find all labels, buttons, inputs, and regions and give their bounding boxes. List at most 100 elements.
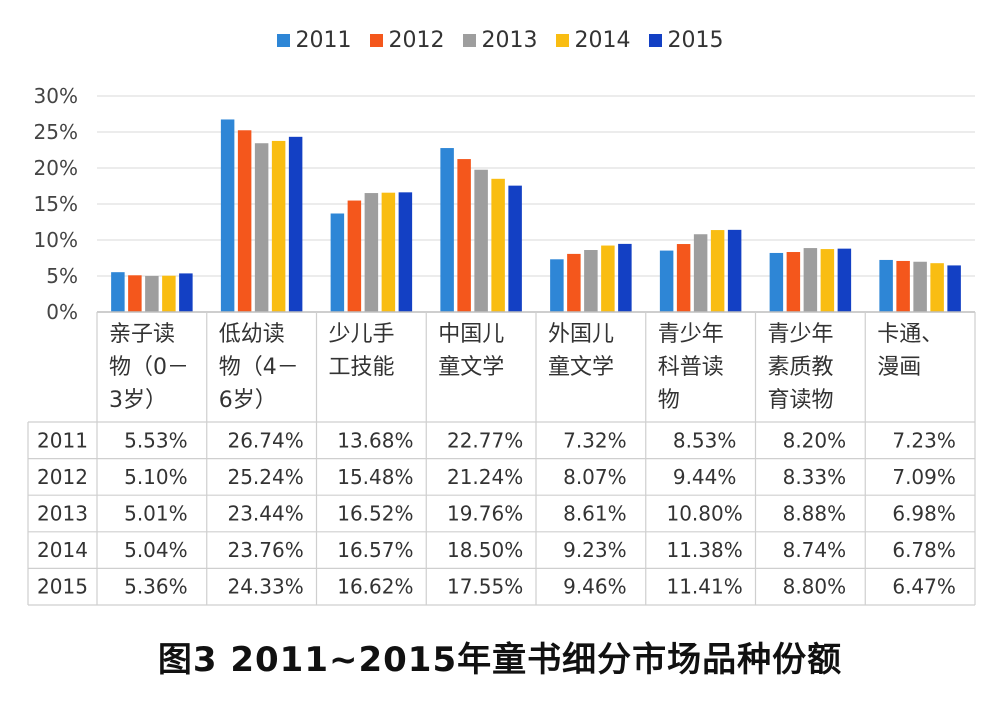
bar-2011-0 — [111, 272, 125, 312]
category-label: 童文学 — [438, 355, 504, 380]
bar-2012-3 — [457, 159, 471, 312]
table-cell: 13.68% — [337, 428, 413, 452]
table-cell: 21.24% — [447, 465, 523, 489]
category-label: 童文学 — [548, 355, 614, 380]
bar-2014-5 — [710, 230, 725, 312]
table-cell: 5.04% — [124, 538, 188, 562]
category-label: 物（0－ — [109, 355, 189, 380]
table-row-label: 2014 — [37, 538, 88, 562]
legend: 2011 2012 2013 2014 2015 — [0, 28, 1000, 53]
bar-2013-5 — [693, 234, 708, 312]
y-tick-label: 25% — [34, 120, 78, 144]
bar-2012-2 — [347, 200, 362, 312]
y-tick-label: 15% — [34, 192, 78, 216]
bar-2011-2 — [330, 213, 345, 312]
table-cell: 8.80% — [783, 575, 847, 599]
legend-item-2015: 2015 — [648, 28, 724, 53]
category-label: 低幼读 — [219, 322, 285, 347]
bar-2013-6 — [803, 248, 818, 312]
table-cell: 8.61% — [563, 502, 627, 526]
bar-2012-6 — [786, 252, 801, 312]
category-label: 外国儿 — [548, 322, 614, 347]
table-cell: 6.78% — [892, 538, 956, 562]
table-row-label: 2012 — [37, 465, 88, 489]
legend-swatch — [555, 34, 569, 47]
category-label: 3岁） — [109, 388, 167, 413]
category-label: 6岁） — [219, 388, 277, 413]
table-cell: 7.23% — [892, 428, 956, 452]
bar-2014-7 — [930, 263, 944, 312]
category-label: 科普读 — [658, 355, 724, 380]
table-cell: 16.57% — [337, 538, 413, 562]
bar-2014-0 — [162, 275, 176, 312]
table-cell: 8.07% — [563, 465, 627, 489]
y-tick-label: 30% — [34, 84, 78, 108]
legend-label: 2011 — [295, 28, 352, 53]
legend-swatch — [462, 34, 476, 47]
bar-2015-0 — [179, 273, 193, 312]
bar-2015-1 — [288, 136, 303, 312]
bar-2012-0 — [128, 275, 142, 312]
bar-2013-7 — [913, 261, 927, 312]
table-cell: 6.98% — [892, 502, 956, 526]
table-cell: 5.53% — [124, 428, 188, 452]
category-label: 卡通、 — [877, 322, 943, 347]
bar-2013-1 — [254, 143, 269, 312]
legend-label: 2014 — [574, 28, 631, 53]
bar-2014-6 — [820, 249, 835, 312]
legend-item-2013: 2013 — [462, 28, 538, 53]
table-cell: 9.23% — [563, 538, 627, 562]
table-cell: 18.50% — [447, 538, 523, 562]
figure-caption: 图3 2011~2015年童书细分市场品种份额 — [157, 640, 843, 680]
bar-2015-7 — [947, 265, 961, 312]
bar-2014-3 — [491, 178, 505, 312]
bar-2011-3 — [440, 148, 454, 312]
legend-swatch — [369, 34, 383, 47]
table-cell: 9.44% — [673, 465, 737, 489]
category-label: 青少年 — [768, 322, 834, 347]
table-cell: 7.32% — [563, 428, 627, 452]
bar-2015-4 — [618, 243, 632, 312]
table-cell: 24.33% — [227, 575, 303, 599]
bar-2011-5 — [659, 250, 674, 312]
bar-2013-0 — [145, 275, 159, 312]
table-cell: 10.80% — [666, 502, 742, 526]
bar-2014-2 — [381, 192, 396, 312]
table-cell: 17.55% — [447, 575, 523, 599]
category-label: 素质教 — [768, 355, 834, 380]
category-label: 物（4－ — [219, 355, 299, 380]
table-cell: 25.24% — [227, 465, 303, 489]
table-cell: 8.33% — [783, 465, 847, 489]
category-label: 育读物 — [768, 388, 834, 413]
bar-2015-6 — [837, 248, 852, 312]
legend-swatch — [276, 34, 290, 47]
y-tick-label: 0% — [46, 300, 78, 324]
table-cell: 23.44% — [227, 502, 303, 526]
legend-label: 2015 — [667, 28, 724, 53]
legend-label: 2013 — [481, 28, 538, 53]
table-cell: 16.52% — [337, 502, 413, 526]
bar-2014-1 — [271, 140, 286, 312]
bar-2011-7 — [879, 259, 893, 312]
bar-2011-1 — [220, 119, 235, 312]
y-tick-label: 10% — [34, 228, 78, 252]
table-cell: 11.38% — [666, 538, 742, 562]
category-label: 工技能 — [329, 355, 395, 380]
table-cell: 5.36% — [124, 575, 188, 599]
table-cell: 8.74% — [783, 538, 847, 562]
category-label: 亲子读 — [109, 322, 175, 347]
legend-item-2012: 2012 — [369, 28, 445, 53]
table-cell: 15.48% — [337, 465, 413, 489]
table-cell: 6.47% — [892, 575, 956, 599]
bar-2012-7 — [896, 260, 910, 312]
bar-2015-5 — [727, 229, 742, 312]
category-label: 青少年 — [658, 322, 724, 347]
legend-item-2011: 2011 — [276, 28, 352, 53]
legend-item-2014: 2014 — [555, 28, 631, 53]
category-label: 中国儿 — [438, 322, 504, 347]
bar-2013-2 — [364, 193, 379, 312]
legend-swatch — [648, 34, 662, 47]
y-tick-label: 20% — [34, 156, 78, 180]
table-row-label: 2015 — [37, 575, 88, 599]
